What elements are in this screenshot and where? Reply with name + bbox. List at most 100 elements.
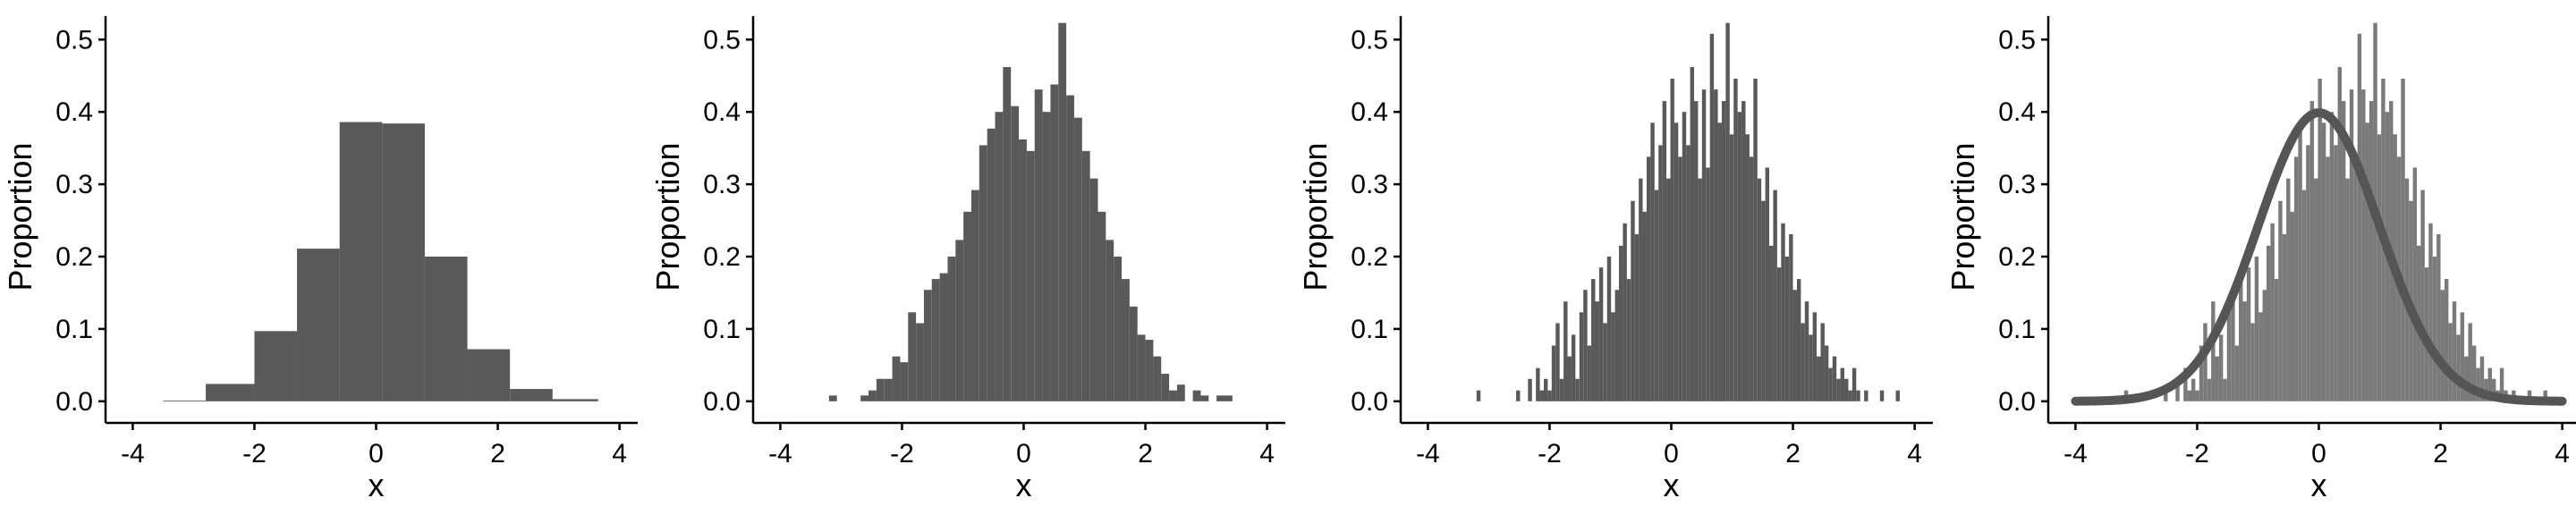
histogram-bar xyxy=(1820,323,1825,401)
histogram-bar xyxy=(1698,178,1702,401)
x-tick-label: 2 xyxy=(490,439,505,469)
histogram-bar xyxy=(2368,101,2374,401)
histogram-bar xyxy=(1729,134,1734,401)
histogram-bar xyxy=(1879,390,1885,401)
histogram-bar xyxy=(1598,267,1604,401)
histogram-bar xyxy=(1571,334,1576,401)
histogram-bar xyxy=(1761,200,1766,401)
histogram-bar xyxy=(1528,378,1532,401)
histogram-bar xyxy=(1753,78,1758,401)
y-tick-label: 0.2 xyxy=(703,242,741,272)
histogram-bar xyxy=(2262,290,2267,401)
histogram-bar xyxy=(206,384,255,401)
histogram-bar xyxy=(297,249,340,401)
histogram-bar xyxy=(1709,33,1715,401)
y-tick-label: 0.5 xyxy=(1351,25,1388,55)
histogram-bar xyxy=(1737,112,1742,401)
histogram-bar xyxy=(1476,390,1481,401)
y-tick-label: 0.0 xyxy=(703,387,741,417)
histogram-bar xyxy=(2329,112,2334,401)
histogram-bar xyxy=(2349,89,2354,401)
histogram-bar xyxy=(1804,301,1809,401)
histogram-bar xyxy=(1745,134,1750,401)
histogram-bar xyxy=(1192,390,1201,401)
histogram-bar xyxy=(1717,122,1722,401)
histogram-bar xyxy=(1081,150,1090,401)
histogram-bar xyxy=(2436,233,2441,401)
histogram-bar xyxy=(1591,279,1596,401)
x-axis-title: x xyxy=(1016,467,1032,503)
histogram-bar xyxy=(1536,367,1540,401)
x-tick-label: -4 xyxy=(768,439,792,469)
histogram-bar xyxy=(1153,356,1162,401)
histogram-bar xyxy=(467,349,511,401)
x-tick-label: -2 xyxy=(242,439,267,469)
histogram-bar xyxy=(2211,301,2216,401)
histogram-bar xyxy=(1725,22,1730,401)
histogram-bar xyxy=(2456,334,2461,401)
histogram-bar xyxy=(1658,145,1663,401)
histogram-bar xyxy=(2199,345,2204,401)
histogram-bar xyxy=(2298,122,2302,401)
histogram-bar xyxy=(2471,345,2477,401)
x-tick-label: 0 xyxy=(2311,439,2326,469)
histogram-bar xyxy=(1097,211,1106,401)
histogram-bar xyxy=(876,378,885,401)
x-tick-label: 2 xyxy=(2433,439,2448,469)
histogram-bar xyxy=(2326,156,2330,401)
histogram-bar xyxy=(1706,167,1710,401)
histogram-bar xyxy=(1666,178,1671,401)
histogram-bar xyxy=(2365,122,2369,401)
histogram-bar xyxy=(1547,390,1552,401)
histogram-bar xyxy=(2282,233,2287,401)
x-tick-label: 2 xyxy=(1785,439,1801,469)
histogram-bar xyxy=(1611,312,1615,401)
histogram-bar xyxy=(1828,367,1833,401)
histogram-bar xyxy=(1603,323,1607,401)
x-tick-label: 0 xyxy=(1016,439,1031,469)
histogram-bar xyxy=(1137,334,1146,401)
y-tick-label: 0.2 xyxy=(1351,242,1388,272)
histogram-bar xyxy=(1741,101,1746,401)
histogram-bar xyxy=(1686,145,1690,401)
histogram-bar xyxy=(2306,145,2310,401)
histogram-bar xyxy=(1583,290,1588,401)
histogram-bar xyxy=(2254,257,2259,401)
x-tick-label: 4 xyxy=(1907,439,1922,469)
x-tick-label: 0 xyxy=(369,439,384,469)
y-tick-label: 0.5 xyxy=(55,25,93,55)
histogram-bar xyxy=(2527,390,2532,401)
histogram-bar xyxy=(869,390,877,401)
histogram-bar xyxy=(1619,245,1623,401)
histogram-bar xyxy=(947,257,956,401)
histogram-bar xyxy=(923,290,932,401)
histogram-bar xyxy=(1551,345,1556,401)
histogram-bar xyxy=(2440,290,2445,401)
histogram-bar xyxy=(1042,112,1051,401)
histogram-bar xyxy=(1058,22,1067,401)
y-tick-label: 0.3 xyxy=(1351,170,1388,199)
histogram-bar xyxy=(2444,279,2449,401)
histogram-bar xyxy=(1701,89,1707,401)
histogram-bar xyxy=(2274,279,2279,401)
y-tick-label: 0.4 xyxy=(1351,97,1388,127)
x-axis-title: x xyxy=(2311,467,2327,503)
histogram-bar xyxy=(2420,190,2425,401)
histogram-bar xyxy=(1694,101,1699,401)
x-tick-label: 4 xyxy=(2555,439,2570,469)
histogram-bar xyxy=(1840,367,1845,401)
histogram-bar xyxy=(1690,67,1695,401)
histogram-bar xyxy=(1654,190,1659,401)
histogram-panel-2: 0.0 0.1 0.2 0.3 0.4 0.5 -4 -2 0 2 4 x Proportion xyxy=(649,16,1285,503)
histogram-bar xyxy=(2543,390,2547,401)
histogram-bar xyxy=(1817,356,1821,401)
histogram-bar xyxy=(2231,290,2235,401)
x-tick-label: -2 xyxy=(890,439,914,469)
y-tick-label: 0.3 xyxy=(1998,170,2036,199)
y-tick-label: 0.1 xyxy=(55,315,93,344)
histogram-bar xyxy=(1073,117,1082,401)
y-tick-label: 0.2 xyxy=(55,242,93,272)
histogram-bar xyxy=(1682,112,1687,401)
histogram-bar xyxy=(979,145,987,401)
